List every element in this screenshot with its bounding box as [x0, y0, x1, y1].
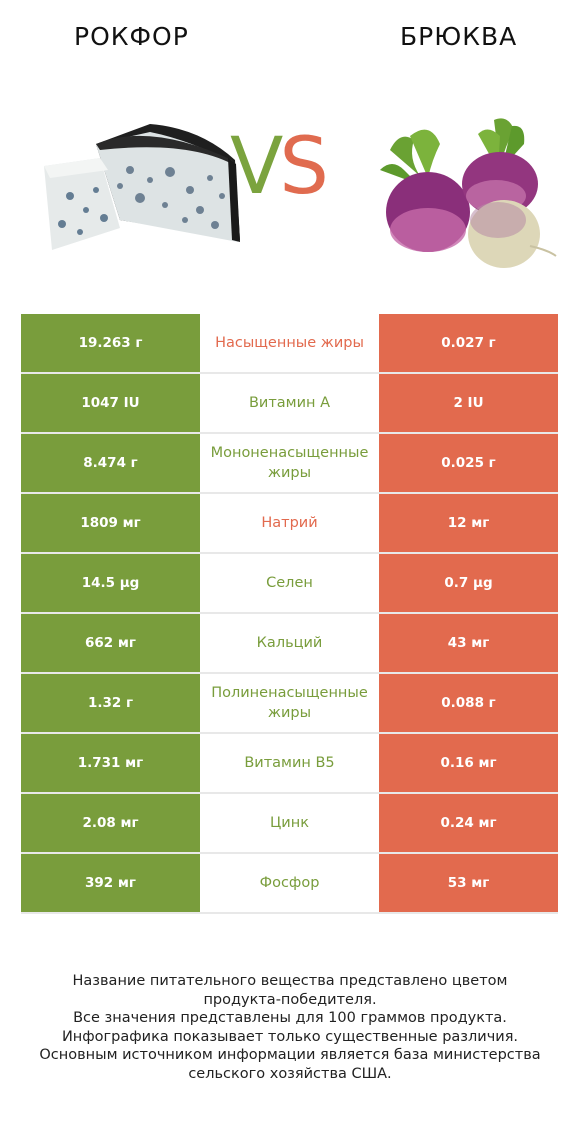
nutrient-name: Мононенасыщенные жиры — [210, 445, 369, 481]
left-value: 1047 IU — [21, 374, 200, 432]
nutrient-name: Селен — [266, 575, 313, 591]
nutrient-name: Цинк — [270, 815, 309, 831]
footer-notes: Название питательного вещества представл… — [0, 972, 580, 1083]
right-value: 0.16 мг — [379, 734, 558, 792]
right-value: 0.088 г — [379, 674, 558, 732]
table-row: 2.08 мг Цинк 0.24 мг — [21, 794, 558, 854]
nutrient-name: Витамин A — [248, 395, 331, 411]
nutrient-cell: Витамин B5 — [200, 734, 379, 792]
row-divider — [21, 912, 558, 914]
row-divider — [21, 432, 558, 434]
roquefort-cheese-image — [44, 124, 240, 250]
table-row: 1.32 г Полиненасыщенные жиры 0.088 г — [21, 674, 558, 734]
turnip-image — [380, 118, 557, 268]
table-row: 1047 IU Витамин A 2 IU — [21, 374, 558, 434]
right-value: 0.24 мг — [379, 794, 558, 852]
hero-images — [44, 118, 557, 268]
nutrient-name: Натрий — [261, 515, 318, 531]
nutrient-cell: Фосфор — [200, 854, 379, 912]
vs-v: V — [230, 122, 283, 212]
row-divider — [21, 732, 558, 734]
right-value: 12 мг — [379, 494, 558, 552]
right-value: 0.025 г — [379, 434, 558, 492]
left-value: 2.08 мг — [21, 794, 200, 852]
right-value: 0.027 г — [379, 314, 558, 372]
table-row: 1809 мг Натрий 12 мг — [21, 494, 558, 554]
table-row: 14.5 µg Селен 0.7 µg — [21, 554, 558, 614]
nutrient-cell: Полиненасыщенные жиры — [200, 674, 379, 732]
nutrient-cell: Цинк — [200, 794, 379, 852]
nutrient-cell: Кальций — [200, 614, 379, 672]
nutrient-cell: Натрий — [200, 494, 379, 552]
left-value: 1809 мг — [21, 494, 200, 552]
left-value: 14.5 µg — [21, 554, 200, 612]
row-divider — [21, 492, 558, 494]
left-value: 392 мг — [21, 854, 200, 912]
nutrient-cell: Селен — [200, 554, 379, 612]
right-value: 0.7 µg — [379, 554, 558, 612]
comparison-table: 19.263 г Насыщенные жиры 0.027 г 1047 IU Вит… — [21, 314, 558, 914]
left-value: 1.32 г — [21, 674, 200, 732]
left-value: 662 мг — [21, 614, 200, 672]
row-divider — [21, 792, 558, 794]
footer-line: продукта-победителя. — [203, 991, 377, 1008]
footer-line: Инфографика показывает только существенн… — [61, 1028, 519, 1045]
row-divider — [21, 552, 558, 554]
nutrient-name: Полиненасыщенные жиры — [211, 685, 368, 721]
left-value: 8.474 г — [21, 434, 200, 492]
row-divider — [21, 372, 558, 374]
footer-line: Название питательного вещества представл… — [72, 973, 508, 989]
right-product-title: Брюква — [400, 22, 518, 51]
table-row: 662 мг Кальций 43 мг — [21, 614, 558, 674]
table-row: 392 мг Фосфор 53 мг — [21, 854, 558, 914]
row-divider — [21, 672, 558, 674]
left-product-title: Рокфор — [74, 22, 189, 51]
nutrient-cell: Мононенасыщенные жиры — [200, 434, 379, 492]
nutrient-cell: Насыщенные жиры — [200, 314, 379, 372]
right-value: 53 мг — [379, 854, 558, 912]
nutrient-name: Фосфор — [259, 875, 320, 891]
nutrient-cell: Витамин A — [200, 374, 379, 432]
footer-line: Все значения представлены для 100 граммо… — [73, 1010, 507, 1026]
left-value: 1.731 мг — [21, 734, 200, 792]
right-value: 2 IU — [379, 374, 558, 432]
row-divider — [21, 852, 558, 854]
nutrient-name: Кальций — [256, 635, 323, 651]
nutrient-name: Витамин B5 — [244, 755, 335, 771]
vs-label: VS — [230, 128, 329, 206]
row-divider — [21, 612, 558, 614]
footer-line: сельского хозяйства США. — [188, 1065, 392, 1082]
table-row: 19.263 г Насыщенные жиры 0.027 г — [21, 314, 558, 374]
table-row: 8.474 г Мононенасыщенные жиры 0.025 г — [21, 434, 558, 494]
footer-line: Основным источником информации является … — [39, 1047, 541, 1063]
right-value: 43 мг — [379, 614, 558, 672]
table-row: 1.731 мг Витамин B5 0.16 мг — [21, 734, 558, 794]
left-value: 19.263 г — [21, 314, 200, 372]
vs-s: S — [279, 122, 328, 212]
nutrient-name: Насыщенные жиры — [215, 335, 364, 351]
